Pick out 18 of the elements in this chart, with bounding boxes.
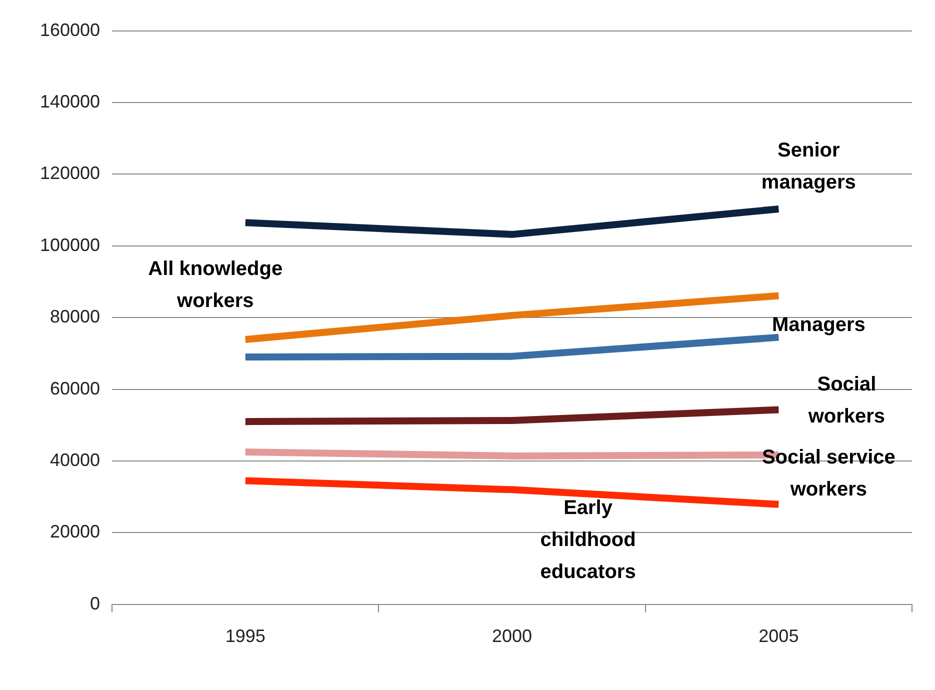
y-tick-label: 80000 (50, 306, 100, 327)
y-tick-label: 100000 (40, 234, 100, 255)
series-label: Early childhood educators (540, 497, 636, 584)
y-tick-label: 120000 (40, 163, 100, 184)
x-tick-label: 2000 (492, 626, 532, 646)
y-tick-label: 60000 (50, 378, 100, 398)
series-label: All knowledge workers (148, 258, 283, 312)
y-tick-label: 160000 (40, 20, 100, 40)
series-label: Social workers (807, 373, 886, 428)
x-tick-label: 2005 (758, 626, 799, 646)
y-tick-label: 140000 (40, 91, 100, 112)
x-tick-label: 1995 (225, 626, 266, 646)
series-label: Senior managers (761, 139, 856, 194)
series-label: Managers (772, 314, 866, 336)
y-tick-label: 40000 (50, 450, 100, 470)
y-tick-label: 0 (90, 593, 100, 614)
y-tick-label: 20000 (50, 522, 100, 542)
series-label: Social service workers (762, 446, 896, 500)
